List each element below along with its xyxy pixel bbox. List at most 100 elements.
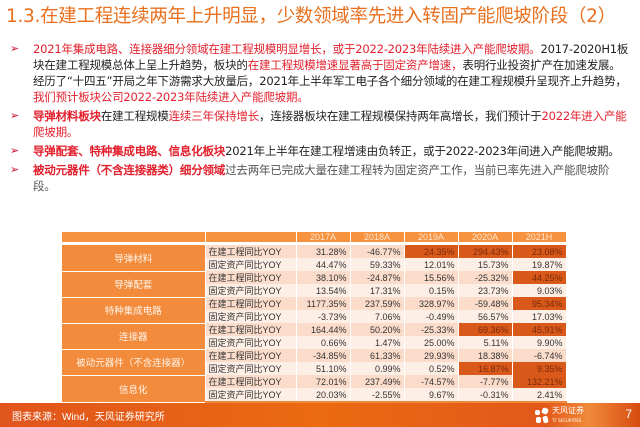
value-cell: 1.47% — [350, 336, 405, 349]
value-cell: 72.01% — [296, 375, 351, 388]
value-cell: 5.11% — [458, 336, 513, 349]
metric-cell: 在建工程同比YOY — [205, 375, 297, 388]
value-cell: 13.54% — [296, 284, 351, 297]
arrow-bullet-icon: ➢ — [10, 144, 20, 157]
value-cell: 24.35% — [404, 243, 459, 258]
category-cell: 导弹材料 — [62, 243, 206, 272]
value-cell: 19.87% — [512, 258, 567, 271]
header-2020a: 2020A — [458, 232, 513, 245]
value-cell: 50.20% — [350, 323, 405, 336]
value-cell: 12.01% — [404, 258, 459, 271]
value-cell: 15.56% — [404, 271, 459, 284]
header-2021h: 2021H — [512, 232, 567, 245]
text-segment: 2017-2020H1板块在建工程规模总体上呈上升趋势，板块的 — [33, 42, 629, 72]
value-cell: -46.77% — [350, 243, 405, 258]
value-cell: 237.59% — [350, 297, 405, 310]
bullet-text: 导弹材料板块在建工程规模连续三年保持增长，连接器板块在建工程规模保持两年高增长，… — [33, 108, 630, 140]
value-cell: 17.31% — [350, 284, 405, 297]
metric-cell: 固定资产同比YOY — [205, 362, 297, 375]
table-row: 特种集成电路 在建工程同比YOY 1177.35% 237.59% 328.97% -59… — [62, 297, 567, 324]
value-cell: 38.10% — [296, 271, 351, 284]
text-segment: 过去两年已完成大量在建工程转为固定资产工作，当前已率先进入产能爬坡阶段。 — [33, 163, 610, 193]
text-segment: 连续三年保持增长 — [168, 109, 260, 123]
value-cell: -34.85% — [296, 349, 351, 362]
metric-cell: 固定资产同比YOY — [205, 310, 297, 323]
source-note: 图表来源：Wind，天风证券研究所 — [12, 412, 165, 423]
bullet-item: ➢ 导弹配套、特种集成电路、信息化板块2021年上半年在建工程增速由负转正，或于2… — [10, 143, 630, 159]
value-cell: -25.32% — [458, 271, 513, 284]
category-cell: 连接器 — [62, 323, 206, 350]
text-segment: 我们预计板块公司2022-2023年陆续进入产能爬坡期。 — [33, 90, 309, 104]
value-cell: 29.93% — [404, 349, 459, 362]
value-cell: 61.33% — [350, 349, 405, 362]
footer-bar: 图表来源：Wind，天风证券研究所 天风证券 TF SECURITIES 7 — [0, 403, 640, 427]
value-cell: -2.55% — [350, 388, 405, 403]
table-row: 导弹材料 在建工程同比YOY 31.28% -46.77% 24.35% 294.43% 2… — [62, 243, 567, 272]
metric-cell: 固定资产同比YOY — [205, 336, 297, 349]
page-number: 7 — [625, 407, 632, 421]
bullet-text: 导弹配套、特种集成电路、信息化板块2021年上半年在建工程增速由负转正，或于20… — [33, 143, 630, 159]
text-segment: 2022年进入产能爬坡期。 — [33, 109, 627, 139]
text-segment: 在建工程规模 — [100, 109, 169, 123]
value-cell: -74.57% — [404, 375, 459, 388]
page-title: 1.3.在建工程连续两年上升明显，少数领域率先进入转固产能爬坡阶段（2） — [6, 6, 616, 27]
value-cell: 17.03% — [512, 310, 567, 323]
value-cell: 9.03% — [512, 284, 567, 297]
metric-cell: 在建工程同比YOY — [205, 271, 297, 284]
value-cell: -0.49% — [404, 310, 459, 323]
value-cell: 18.38% — [458, 349, 513, 362]
value-cell: 0.15% — [404, 284, 459, 297]
value-cell: 45.91% — [512, 323, 567, 336]
bullet-list: ➢ 2021年集成电路、连接器细分领域在建工程规模明显增长，或于2022-2023… — [10, 41, 630, 197]
value-cell: 328.97% — [404, 297, 459, 310]
arrow-bullet-icon: ➢ — [10, 163, 20, 176]
value-cell: 237.49% — [350, 375, 405, 388]
metric-cell: 固定资产同比YOY — [205, 284, 297, 297]
category-cell: 信息化 — [62, 375, 206, 403]
value-cell: 25.00% — [404, 336, 459, 349]
header-cell — [205, 232, 297, 245]
bullet-item: ➢ 被动元器件（不含连接器类）细分领域过去两年已完成大量在建工程转为固定资产工作，… — [10, 162, 630, 194]
value-cell: -7.77% — [458, 375, 513, 388]
value-cell: 294.43% — [458, 243, 513, 258]
value-cell: 2.41% — [512, 388, 567, 403]
value-cell: 44.25% — [512, 271, 567, 284]
metric-cell: 在建工程同比YOY — [205, 243, 297, 258]
header-2019a: 2019A — [404, 232, 459, 245]
value-cell: 7.06% — [350, 310, 405, 323]
text-segment: 在建工程规模增速显著高于固定资产增速， — [247, 58, 463, 72]
text-segment: 2021年上半年在建工程增速由负转正，或于2022-2023年间进入产能爬坡期。 — [225, 144, 620, 158]
brand-logo: 天风证券 TF SECURITIES — [535, 406, 584, 426]
logo-mark-icon — [535, 407, 549, 424]
table-header-row: 2017A 2018A 2019A 2020A 2021H — [62, 232, 567, 245]
bullet-text: 2021年集成电路、连接器细分领域在建工程规模明显增长，或于2022-2023年… — [33, 41, 630, 105]
table-row: 固定资产同比YOY 20.03% -2.55% 9.67% -0.31% 2.41% — [62, 388, 567, 403]
text-segment: 2021年集成电路、连接器细分领域在建工程规模明显增长，或于2022-2023年… — [33, 42, 541, 56]
value-cell: 56.57% — [458, 310, 513, 323]
value-cell: -0.31% — [458, 388, 513, 403]
metric-cell: 在建工程同比YOY — [205, 297, 297, 310]
value-cell: 0.99% — [350, 362, 405, 375]
arrow-bullet-icon: ➢ — [10, 109, 20, 122]
value-cell: 20.03% — [296, 388, 351, 403]
header-cell — [62, 232, 206, 245]
table-row: 固定资产同比YOY -3.73% 7.06% -0.49% 56.57% 17.03% — [62, 310, 567, 323]
metric-cell: 在建工程同比YOY — [205, 349, 297, 362]
text-segment: 表明行业投资扩产在加速发展。经历了“十四五”开局之年下游需求大放量后，2021年… — [33, 58, 627, 88]
text-segment: 被动元器件（不含连接器类）细分领域 — [33, 163, 226, 177]
value-cell: 9.90% — [512, 336, 567, 349]
value-cell: 0.66% — [296, 336, 351, 349]
value-cell: 23.08% — [512, 243, 567, 258]
metric-cell: 固定资产同比YOY — [205, 388, 297, 403]
value-cell: 23.73% — [458, 284, 513, 297]
value-cell: 164.44% — [296, 323, 351, 336]
text-segment: 导弹材料板块 — [33, 109, 101, 123]
table-row: 固定资产同比YOY 44.47% 59.33% 12.01% 15.73% 19.87% — [62, 258, 567, 271]
category-cell: 被动元器件（不含连接器） — [62, 349, 206, 376]
metric-cell: 在建工程同比YOY — [205, 323, 297, 336]
value-cell: 9.67% — [404, 388, 459, 403]
table-row: 固定资产同比YOY 13.54% 17.31% 0.15% 23.73% 9.03% — [62, 284, 567, 297]
category-cell: 导弹配套 — [62, 271, 206, 298]
metric-cell: 固定资产同比YOY — [205, 258, 297, 271]
value-cell: 9.35% — [512, 362, 567, 375]
